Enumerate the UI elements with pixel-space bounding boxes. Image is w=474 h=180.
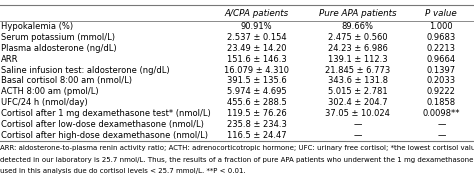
Text: Saline infusion test: aldosterone (ng/dL): Saline infusion test: aldosterone (ng/dL… [1, 66, 170, 75]
Text: ARR: ARR [1, 55, 18, 64]
Text: ACTH 8:00 am (pmol/L): ACTH 8:00 am (pmol/L) [1, 87, 99, 96]
Text: 0.9222: 0.9222 [427, 87, 456, 96]
Text: P value: P value [426, 8, 457, 18]
Text: 5.974 ± 4.695: 5.974 ± 4.695 [227, 87, 286, 96]
Text: —: — [437, 131, 446, 140]
Text: Plasma aldosterone (ng/dL): Plasma aldosterone (ng/dL) [1, 44, 117, 53]
Text: Hypokalemia (%): Hypokalemia (%) [1, 22, 73, 31]
Text: 89.66%: 89.66% [342, 22, 374, 31]
Text: 343.6 ± 131.8: 343.6 ± 131.8 [328, 76, 388, 86]
Text: 0.1397: 0.1397 [427, 66, 456, 75]
Text: ARR: aldosterone-to-plasma renin activity ratio; ACTH: adrenocorticotropic hormo: ARR: aldosterone-to-plasma renin activit… [0, 145, 474, 151]
Text: 5.015 ± 2.781: 5.015 ± 2.781 [328, 87, 387, 96]
Text: 21.845 ± 6.773: 21.845 ± 6.773 [325, 66, 390, 75]
Text: used in this analysis due do cortisol levels < 25.7 mmol/L. **P < 0.01.: used in this analysis due do cortisol le… [0, 168, 246, 174]
Text: 24.23 ± 6.986: 24.23 ± 6.986 [328, 44, 388, 53]
Text: 302.4 ± 204.7: 302.4 ± 204.7 [328, 98, 387, 107]
Text: 235.8 ± 234.3: 235.8 ± 234.3 [227, 120, 287, 129]
Text: 0.9683: 0.9683 [427, 33, 456, 42]
Text: UFC/24 h (nmol/day): UFC/24 h (nmol/day) [1, 98, 88, 107]
Text: 90.91%: 90.91% [241, 22, 273, 31]
Text: detected in our laboratory is 25.7 nmol/L. Thus, the results of a fraction of pu: detected in our laboratory is 25.7 nmol/… [0, 157, 474, 163]
Text: Cortisol after high-dose dexamethasone (nmol/L): Cortisol after high-dose dexamethasone (… [1, 131, 208, 140]
Text: 116.5 ± 24.47: 116.5 ± 24.47 [227, 131, 286, 140]
Text: —: — [437, 120, 446, 129]
Text: Cortisol after 1 mg dexamethasone test* (nmol/L): Cortisol after 1 mg dexamethasone test* … [1, 109, 211, 118]
Text: 2.475 ± 0.560: 2.475 ± 0.560 [328, 33, 387, 42]
Text: 0.2213: 0.2213 [427, 44, 456, 53]
Text: 0.9664: 0.9664 [427, 55, 456, 64]
Text: Serum potassium (mmol/L): Serum potassium (mmol/L) [1, 33, 115, 42]
Text: 0.0098**: 0.0098** [422, 109, 460, 118]
Text: 0.2033: 0.2033 [427, 76, 456, 86]
Text: 139.1 ± 112.3: 139.1 ± 112.3 [328, 55, 387, 64]
Text: —: — [354, 131, 362, 140]
Text: A/CPA patients: A/CPA patients [225, 8, 289, 18]
Text: 119.5 ± 76.26: 119.5 ± 76.26 [227, 109, 287, 118]
Text: Cortisol after low-dose dexamethasone (nmol/L): Cortisol after low-dose dexamethasone (n… [1, 120, 204, 129]
Text: Pure APA patients: Pure APA patients [319, 8, 396, 18]
Text: 455.6 ± 288.5: 455.6 ± 288.5 [227, 98, 287, 107]
Text: 391.5 ± 135.6: 391.5 ± 135.6 [227, 76, 287, 86]
Text: 1.000: 1.000 [429, 22, 453, 31]
Text: Basal cortisol 8:00 am (nmol/L): Basal cortisol 8:00 am (nmol/L) [1, 76, 132, 86]
Text: 16.079 ± 4.310: 16.079 ± 4.310 [224, 66, 289, 75]
Text: —: — [354, 120, 362, 129]
Text: 37.05 ± 10.024: 37.05 ± 10.024 [325, 109, 390, 118]
Text: 23.49 ± 14.20: 23.49 ± 14.20 [227, 44, 286, 53]
Text: 0.1858: 0.1858 [427, 98, 456, 107]
Text: 2.537 ± 0.154: 2.537 ± 0.154 [227, 33, 286, 42]
Text: 151.6 ± 146.3: 151.6 ± 146.3 [227, 55, 287, 64]
